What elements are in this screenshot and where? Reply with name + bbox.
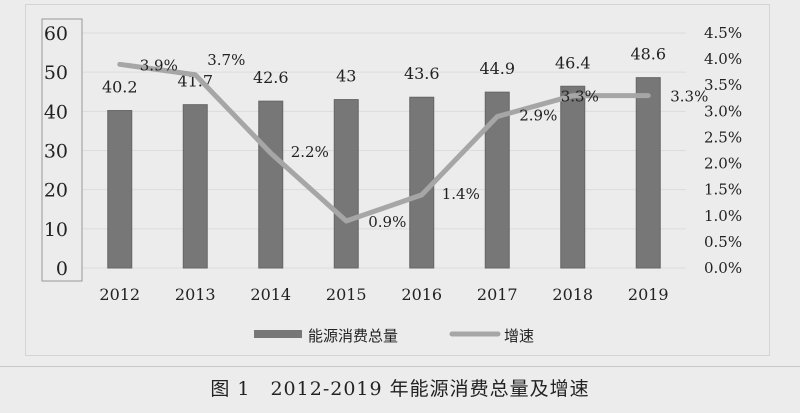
right-axis-tick-label: 2.0% <box>704 155 742 173</box>
bar <box>333 99 359 269</box>
bar <box>409 96 435 269</box>
right-axis-tick-label: 1.5% <box>704 181 742 199</box>
bar <box>560 85 586 269</box>
right-axis-tick-label: 3.5% <box>704 76 742 94</box>
left-axis-tick-label: 20 <box>44 180 68 202</box>
figure-caption: 图 1 2012-2019 年能源消费总量及增速 <box>210 378 590 400</box>
growth-line <box>117 61 651 224</box>
legend-bar-label: 能源消费总量 <box>308 327 398 345</box>
left-axis-tick-label: 50 <box>44 62 68 84</box>
line-data-label: 3.3% <box>670 88 708 106</box>
x-axis-tick-label: 2012 <box>99 285 140 304</box>
left-axis-tick-label: 10 <box>44 219 68 241</box>
bar-data-label: 42.6 <box>253 68 289 87</box>
right-axis-tick-label: 0.0% <box>704 259 742 277</box>
line-data-label: 3.3% <box>561 88 599 106</box>
bar <box>182 104 208 269</box>
bar <box>258 100 284 269</box>
left-axis-tick-label: 40 <box>44 101 68 123</box>
line-data-label: 2.2% <box>291 143 329 161</box>
right-axis-tick-label: 3.0% <box>704 102 742 120</box>
right-axis-tick-label: 2.5% <box>704 128 742 146</box>
x-axis-tick-label: 2014 <box>250 285 291 304</box>
bar-data-label: 43.6 <box>404 64 440 83</box>
left-axis-selection-box <box>41 18 83 282</box>
line-data-label: 1.4% <box>442 185 480 203</box>
x-axis-tick-label: 2019 <box>628 285 669 304</box>
line-data-label: 2.9% <box>519 107 557 125</box>
right-axis-tick-label: 4.0% <box>704 50 742 68</box>
x-axis-tick-label: 2018 <box>552 285 593 304</box>
x-axis-tick-label: 2013 <box>175 285 216 304</box>
legend-line-label: 增速 <box>504 327 534 345</box>
left-axis-tick-label: 60 <box>44 23 68 45</box>
bar-data-label: 40.2 <box>102 78 138 97</box>
x-axis-tick-label: 2017 <box>477 285 518 304</box>
bar-data-label: 46.4 <box>555 53 591 72</box>
bar-data-label: 48.6 <box>630 45 666 64</box>
bar-data-label: 44.9 <box>479 59 515 78</box>
legend-bar-swatch <box>254 330 302 338</box>
x-axis-tick-label: 2016 <box>401 285 442 304</box>
line-data-label: 3.7% <box>207 51 245 69</box>
bar-data-label: 43 <box>336 67 356 86</box>
line-data-label: 0.9% <box>368 213 406 231</box>
right-axis-tick-label: 1.0% <box>704 207 742 225</box>
separator <box>0 366 800 367</box>
line-data-label: 3.9% <box>140 56 178 74</box>
right-axis-tick-label: 0.5% <box>704 233 742 251</box>
x-axis-tick-label: 2015 <box>326 285 367 304</box>
left-axis-tick-label: 30 <box>44 141 68 163</box>
left-axis-tick-label: 0 <box>56 258 68 280</box>
bar <box>635 77 661 269</box>
chart-frame <box>25 4 770 356</box>
bar <box>107 110 133 269</box>
combo-chart: 0 10 20 30 40 50 60 0.0% 0.5% 1.0% 1.5% 2.0% 2.5% 3.0… <box>41 18 742 345</box>
right-axis-tick-label: 4.5% <box>704 24 742 42</box>
